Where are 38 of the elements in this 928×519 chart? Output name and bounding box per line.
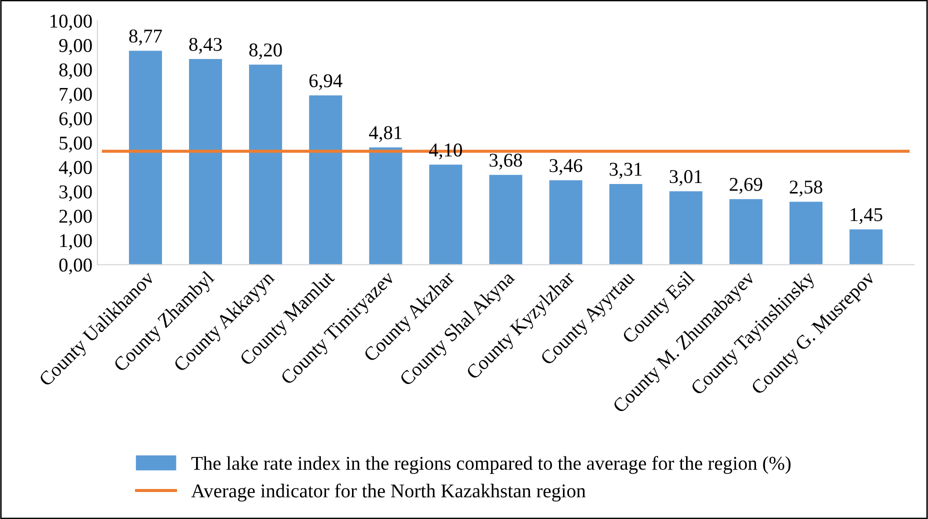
legend-label: The lake rate index in the regions compared to the average for the region (%) — [191, 456, 791, 474]
y-tick-label: 9,00 — [59, 38, 92, 55]
y-tick-label: 5,00 — [60, 136, 92, 152]
bar — [489, 174, 522, 265]
bar — [429, 164, 462, 265]
bar — [249, 64, 282, 265]
data-label: 8,43 — [189, 38, 222, 54]
data-label: 3,46 — [550, 159, 582, 175]
y-tick-label: 6,00 — [59, 112, 92, 128]
bar — [128, 50, 162, 265]
legend-label: Average indicator for the North Kazakhstan region — [191, 484, 586, 502]
bar — [369, 147, 402, 265]
data-label: 2,69 — [730, 178, 762, 194]
data-label: 1,45 — [850, 208, 882, 224]
bar — [850, 229, 883, 265]
data-label: 2,58 — [790, 180, 822, 196]
data-label: 8,77 — [129, 30, 162, 46]
data-label: 3,68 — [490, 154, 522, 170]
bar — [189, 59, 222, 265]
y-tick-label: 3,00 — [59, 185, 92, 202]
bar — [789, 202, 823, 265]
data-label: 6,94 — [309, 74, 342, 90]
data-label: 8,20 — [249, 43, 282, 60]
bar — [609, 184, 642, 265]
y-tick-label: 8,00 — [59, 63, 92, 80]
y-tick-label: 0,00 — [59, 258, 92, 274]
y-tick-label: 7,00 — [60, 88, 92, 104]
y-tick-label: 4,00 — [58, 160, 92, 177]
data-label: 3,01 — [670, 170, 702, 186]
data-label: 3,31 — [610, 162, 642, 179]
y-tick-label: 1,00 — [60, 234, 92, 250]
data-label: 4,81 — [369, 126, 402, 142]
bar — [309, 95, 342, 265]
bar — [549, 180, 582, 265]
bar — [729, 199, 762, 265]
bar — [669, 191, 702, 265]
y-tick-label: 2,00 — [59, 210, 92, 226]
y-tick-label: 10,00 — [50, 14, 92, 30]
